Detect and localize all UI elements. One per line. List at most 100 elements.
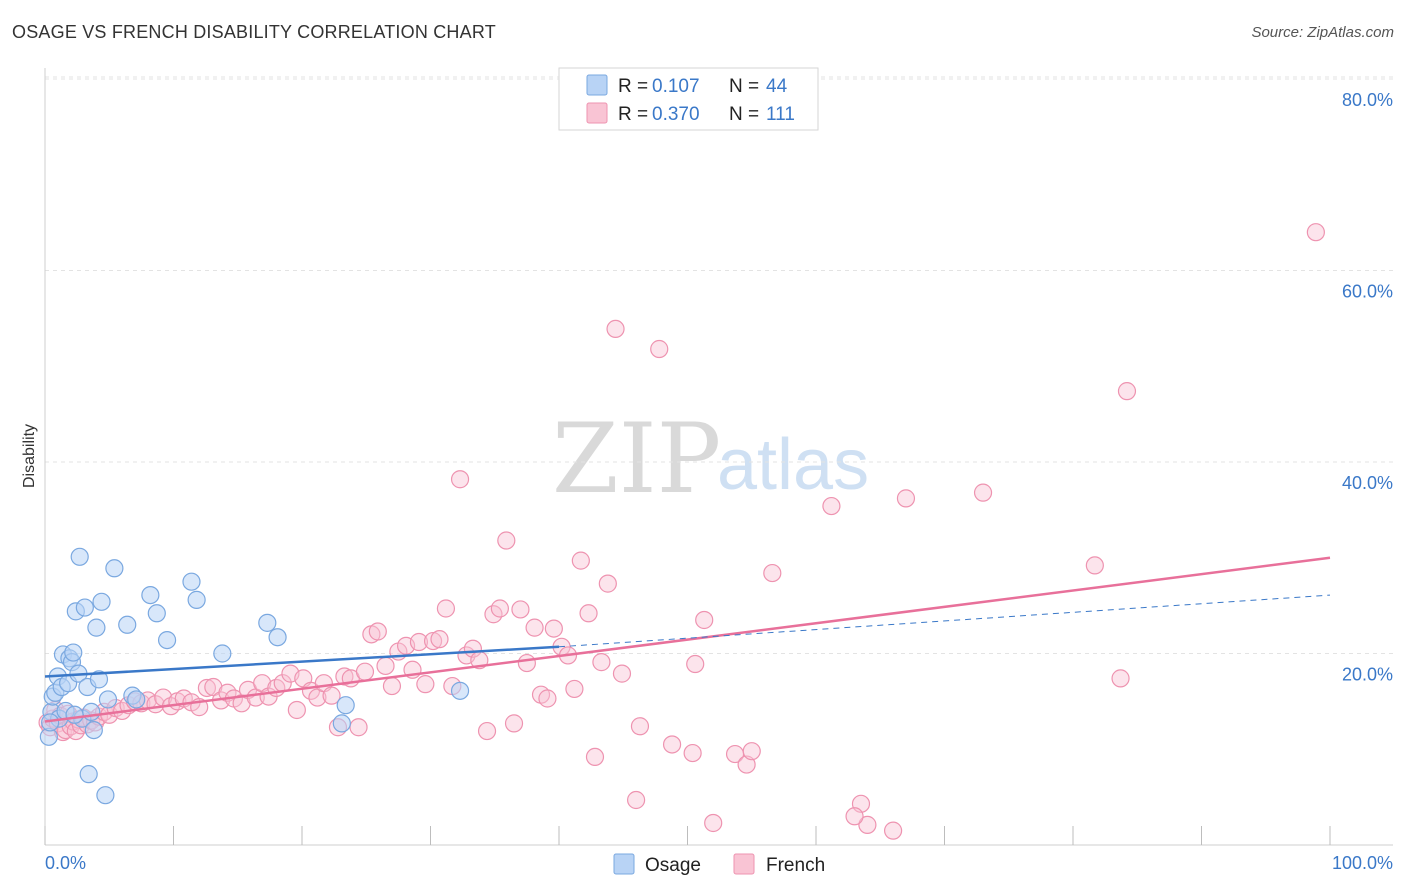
x-tick-labels: 0.0% 100.0% <box>45 853 1393 873</box>
y-tick-label: 80.0% <box>1342 90 1393 110</box>
french-point <box>1117 382 1137 401</box>
osage-swatch <box>586 74 608 96</box>
french-point <box>565 679 584 699</box>
x-tick-label-max: 100.0% <box>1332 853 1393 873</box>
french-point <box>683 743 702 763</box>
legend-french-label: French <box>766 855 825 876</box>
osage-point <box>105 559 124 578</box>
source-credit: Source: ZipAtlas.com <box>1251 24 1394 41</box>
french-point <box>349 718 368 737</box>
legend-osage-label: Osage <box>645 855 701 876</box>
french-point <box>430 630 449 649</box>
french-point <box>517 653 536 673</box>
osage-point <box>336 696 355 715</box>
osage-point <box>147 604 166 623</box>
french-r-value: 0.370 <box>652 104 700 125</box>
osage-point <box>89 670 109 689</box>
french-point <box>598 574 617 593</box>
french-point <box>376 656 395 676</box>
french-point <box>382 676 402 696</box>
french-point <box>571 551 590 570</box>
french-point <box>450 470 470 489</box>
osage-point <box>92 592 111 611</box>
french-point <box>626 790 646 810</box>
french-r-label: R = <box>618 104 648 125</box>
french-point <box>845 807 864 826</box>
osage-point <box>41 713 60 732</box>
osage-point <box>87 618 106 637</box>
french-point <box>197 678 217 698</box>
trend-lines <box>44 556 1331 723</box>
osage-point <box>213 644 232 663</box>
french-point <box>335 667 354 686</box>
french-point <box>409 632 429 652</box>
osage-point <box>75 598 94 617</box>
series-legend: Osage French <box>613 853 825 876</box>
osage-point <box>258 613 277 632</box>
chart-title: OSAGE VS FRENCH DISABILITY CORRELATION C… <box>12 22 496 42</box>
french-point <box>511 600 530 619</box>
osage-point <box>64 643 83 662</box>
french-point <box>423 631 443 651</box>
osage-point <box>70 547 89 566</box>
french-point <box>662 735 682 754</box>
osage-trend-extension <box>558 594 1331 648</box>
series-osage <box>39 547 470 805</box>
french-point <box>322 686 341 705</box>
osage-point <box>157 630 177 650</box>
osage-point <box>127 690 146 709</box>
french-swatch <box>586 102 608 124</box>
y-tick-label: 40.0% <box>1342 473 1393 493</box>
watermark-atlas: atlas <box>717 425 869 505</box>
french-point <box>287 700 306 720</box>
stats-legend: R = 0.107 N = 44 R = 0.370 N = 111 <box>558 67 819 131</box>
osage-point <box>118 615 137 634</box>
french-point <box>416 675 435 694</box>
osage-r-value: 0.107 <box>652 76 700 97</box>
french-point <box>538 689 557 708</box>
french-n-value: 111 <box>766 104 795 125</box>
y-tick-label: 60.0% <box>1342 282 1393 302</box>
x-tick-label-min: 0.0% <box>45 853 86 873</box>
osage-point <box>96 786 115 805</box>
osage-point <box>450 681 470 700</box>
french-point <box>368 622 387 641</box>
y-tick-labels: 20.0% 40.0% 60.0% 80.0% <box>1342 90 1393 685</box>
osage-point <box>84 720 103 740</box>
french-point <box>858 815 877 834</box>
osage-n-label: N = <box>729 76 759 97</box>
osage-point <box>332 714 351 733</box>
y-axis-label: Disability <box>21 424 38 488</box>
osage-r-label: R = <box>618 76 648 97</box>
osage-point <box>98 690 118 709</box>
french-point <box>742 742 761 761</box>
french-point <box>704 813 723 833</box>
french-point <box>1306 223 1325 242</box>
french-point <box>973 483 993 502</box>
french-point <box>763 563 782 583</box>
french-point <box>822 496 841 516</box>
french-trend-line <box>44 556 1331 723</box>
osage-trend-line <box>44 645 560 678</box>
french-point <box>883 821 903 840</box>
osage-point <box>79 765 98 784</box>
french-point <box>606 319 625 339</box>
watermark-zip: ZIP <box>552 403 721 515</box>
osage-point <box>141 585 160 605</box>
french-point <box>525 618 544 637</box>
french-n-label: N = <box>729 104 759 125</box>
osage-n-value: 44 <box>766 76 788 97</box>
french-point <box>585 747 605 767</box>
french-point <box>436 599 456 618</box>
french-point <box>612 664 632 683</box>
french-point <box>695 610 714 630</box>
french-point <box>650 339 669 359</box>
french-point <box>579 604 598 623</box>
french-point <box>737 755 756 774</box>
french-point <box>896 489 916 508</box>
french-point <box>686 654 705 674</box>
series-french <box>38 223 1325 840</box>
osage-point <box>82 702 101 722</box>
french-point <box>1111 669 1130 688</box>
